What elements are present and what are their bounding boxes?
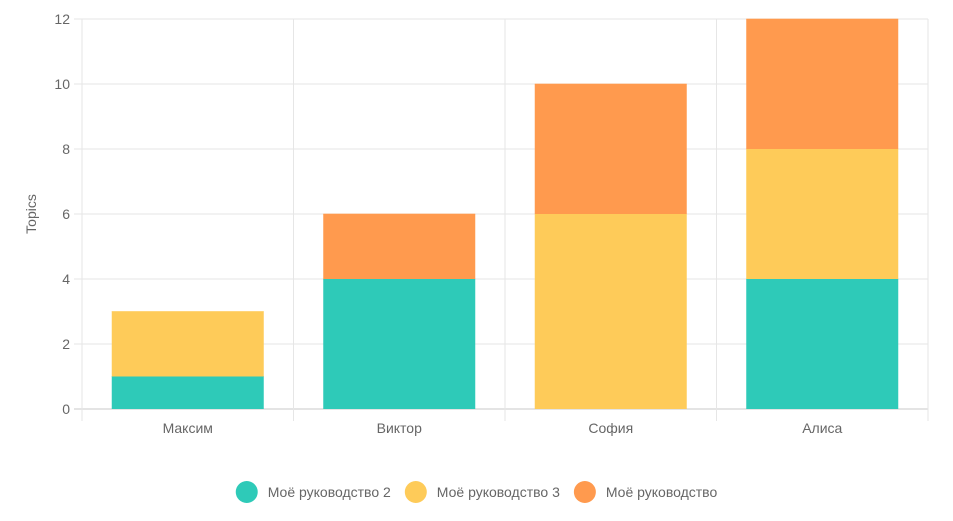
legend-swatch xyxy=(235,481,258,503)
bars-layer xyxy=(111,18,899,410)
x-tick-label: София xyxy=(588,420,633,436)
x-tick-label: Алиса xyxy=(802,420,842,436)
y-tick-label: 4 xyxy=(62,271,70,287)
legend-item[interactable]: Моё руководство 2 xyxy=(235,481,391,503)
bar-segment[interactable] xyxy=(111,311,264,377)
y-tick-label: 10 xyxy=(54,76,70,92)
bar-segment[interactable] xyxy=(323,279,476,409)
bar-segment[interactable] xyxy=(746,149,899,279)
bar-segment[interactable] xyxy=(534,84,687,214)
bar-segment[interactable] xyxy=(111,376,264,410)
x-tick-label: Максим xyxy=(163,420,213,436)
legend: Моё руководство 2 Моё руководство 3 Моё ру… xyxy=(235,481,718,503)
legend-swatch xyxy=(573,481,596,503)
bar-segment[interactable] xyxy=(746,19,899,149)
bar-segment[interactable] xyxy=(534,214,687,409)
bar-segment[interactable] xyxy=(323,214,476,279)
legend-label: Моё руководство 3 xyxy=(437,484,560,500)
axis-layer: 0 2 4 6 8 10 12 Максим Виктор София Алиса Topics xyxy=(23,11,843,436)
y-tick-label: 0 xyxy=(62,401,70,417)
x-tick-label: Виктор xyxy=(377,420,422,436)
y-axis-title: Topics xyxy=(23,194,39,234)
legend-label: Моё руководство xyxy=(606,484,718,500)
bar-segment[interactable] xyxy=(746,279,899,409)
legend-item[interactable]: Моё руководство 3 xyxy=(404,481,560,503)
y-tick-label: 2 xyxy=(62,336,70,352)
y-tick-label: 8 xyxy=(62,141,70,157)
y-tick-label: 6 xyxy=(62,206,70,222)
legend-item[interactable]: Моё руководство xyxy=(573,481,718,503)
legend-swatch xyxy=(404,481,427,503)
legend-label: Моё руководство 2 xyxy=(268,484,391,500)
y-tick-label: 12 xyxy=(54,11,70,27)
